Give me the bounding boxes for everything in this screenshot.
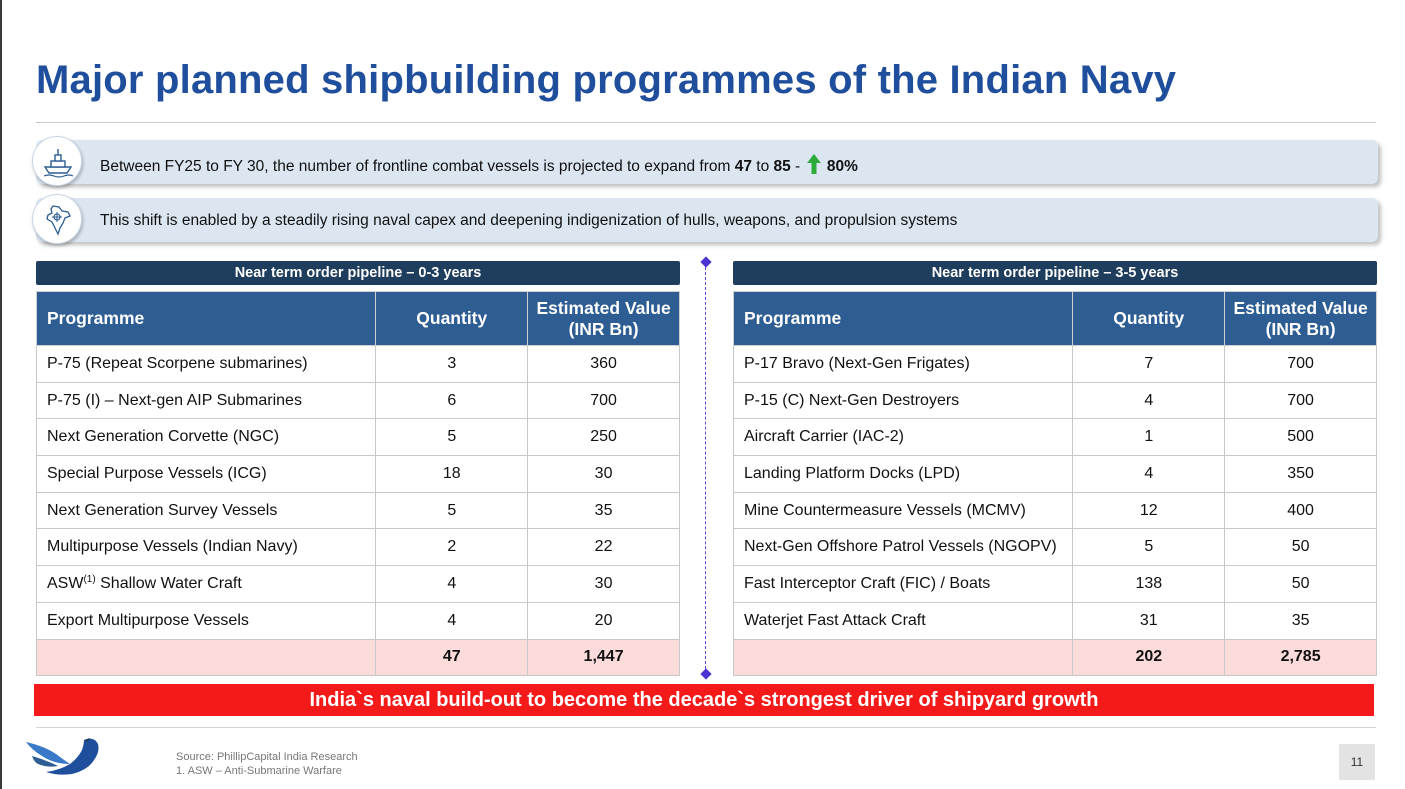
table-header-row: Programme Quantity Estimated Value (INR … <box>732 291 1377 346</box>
banner-capex: This shift is enabled by a steadily risi… <box>32 194 1378 244</box>
footnote-line: 1. ASW – Anti-Submarine Warfare <box>176 765 342 777</box>
source-line: Source: PhillipCapital India Research <box>176 751 358 763</box>
ship-icon <box>32 136 82 186</box>
left-edge-rule <box>0 0 2 789</box>
table-row: Multipurpose Vessels (Indian Navy) 2 22 <box>35 528 680 567</box>
page-title: Major planned shipbuilding programmes of… <box>36 58 1177 102</box>
table-row: Next-Gen Offshore Patrol Vessels (NGOPV)… <box>732 528 1377 567</box>
col-estimated-value: Estimated Value (INR Bn) <box>527 291 680 346</box>
table-row: Fast Interceptor Craft (FIC) / Boats 138 5… <box>732 565 1377 603</box>
footer-divider <box>36 727 1376 728</box>
col-quantity: Quantity <box>1072 291 1226 346</box>
table-header-row: Programme Quantity Estimated Value (INR … <box>35 291 680 346</box>
table-row: P-15 (C) Next-Gen Destroyers 4 700 <box>732 381 1377 420</box>
mid-term-table: Programme Quantity Estimated Value (INR … <box>732 291 1377 677</box>
col-quantity: Quantity <box>375 291 529 346</box>
section-divider <box>705 262 706 674</box>
source-notes: Source: PhillipCapital India Research 1.… <box>176 750 358 778</box>
banner-capex-text: This shift is enabled by a steadily risi… <box>100 212 958 229</box>
india-map-icon <box>32 194 82 244</box>
table-row: Mine Countermeasure Vessels (MCMV) 12 400 <box>732 491 1377 530</box>
divider-bottom-marker <box>699 668 712 680</box>
table-row: ASW(1) Shallow Water Craft 4 30 <box>35 565 680 603</box>
key-takeaway-callout: India`s naval build-out to become the de… <box>34 684 1374 716</box>
divider-top-marker <box>699 256 712 268</box>
col-programme: Programme <box>732 291 1074 346</box>
table-row: P-75 (Repeat Scorpene submarines) 3 360 <box>35 345 680 383</box>
table-row: P-17 Bravo (Next-Gen Frigates) 7 700 <box>732 345 1377 383</box>
col-estimated-value: Estimated Value (INR Bn) <box>1224 291 1377 346</box>
total-row: 47 1,447 <box>35 638 680 677</box>
page-number: 11 <box>1339 744 1375 780</box>
total-row: 202 2,785 <box>732 638 1377 677</box>
near-term-table: Programme Quantity Estimated Value (INR … <box>35 291 680 677</box>
table-row: P-75 (I) – Next-gen AIP Submarines 6 700 <box>35 381 680 420</box>
near-term-header: Near term order pipeline – 0-3 years <box>36 261 680 285</box>
footnote-marker: (1) <box>83 574 96 586</box>
up-arrow-icon <box>806 154 821 174</box>
banner-vessel-growth: Between FY25 to FY 30, the number of fro… <box>32 136 1378 186</box>
table-row: Special Purpose Vessels (ICG) 18 30 <box>35 455 680 493</box>
table-row: Next Generation Corvette (NGC) 5 250 <box>35 418 680 457</box>
banner-vessel-growth-text: Between FY25 to FY 30, the number of fro… <box>100 154 858 176</box>
col-programme: Programme <box>35 291 377 346</box>
title-divider <box>36 122 1376 123</box>
table-row: Export Multipurpose Vessels 4 20 <box>35 601 680 640</box>
table-row: Waterjet Fast Attack Craft 31 35 <box>732 601 1377 640</box>
table-row: Aircraft Carrier (IAC-2) 1 500 <box>732 418 1377 457</box>
table-row: Landing Platform Docks (LPD) 4 350 <box>732 455 1377 493</box>
swan-logo-icon <box>26 738 99 775</box>
table-row: Next Generation Survey Vessels 5 35 <box>35 491 680 530</box>
mid-term-header: Near term order pipeline – 3-5 years <box>733 261 1377 285</box>
